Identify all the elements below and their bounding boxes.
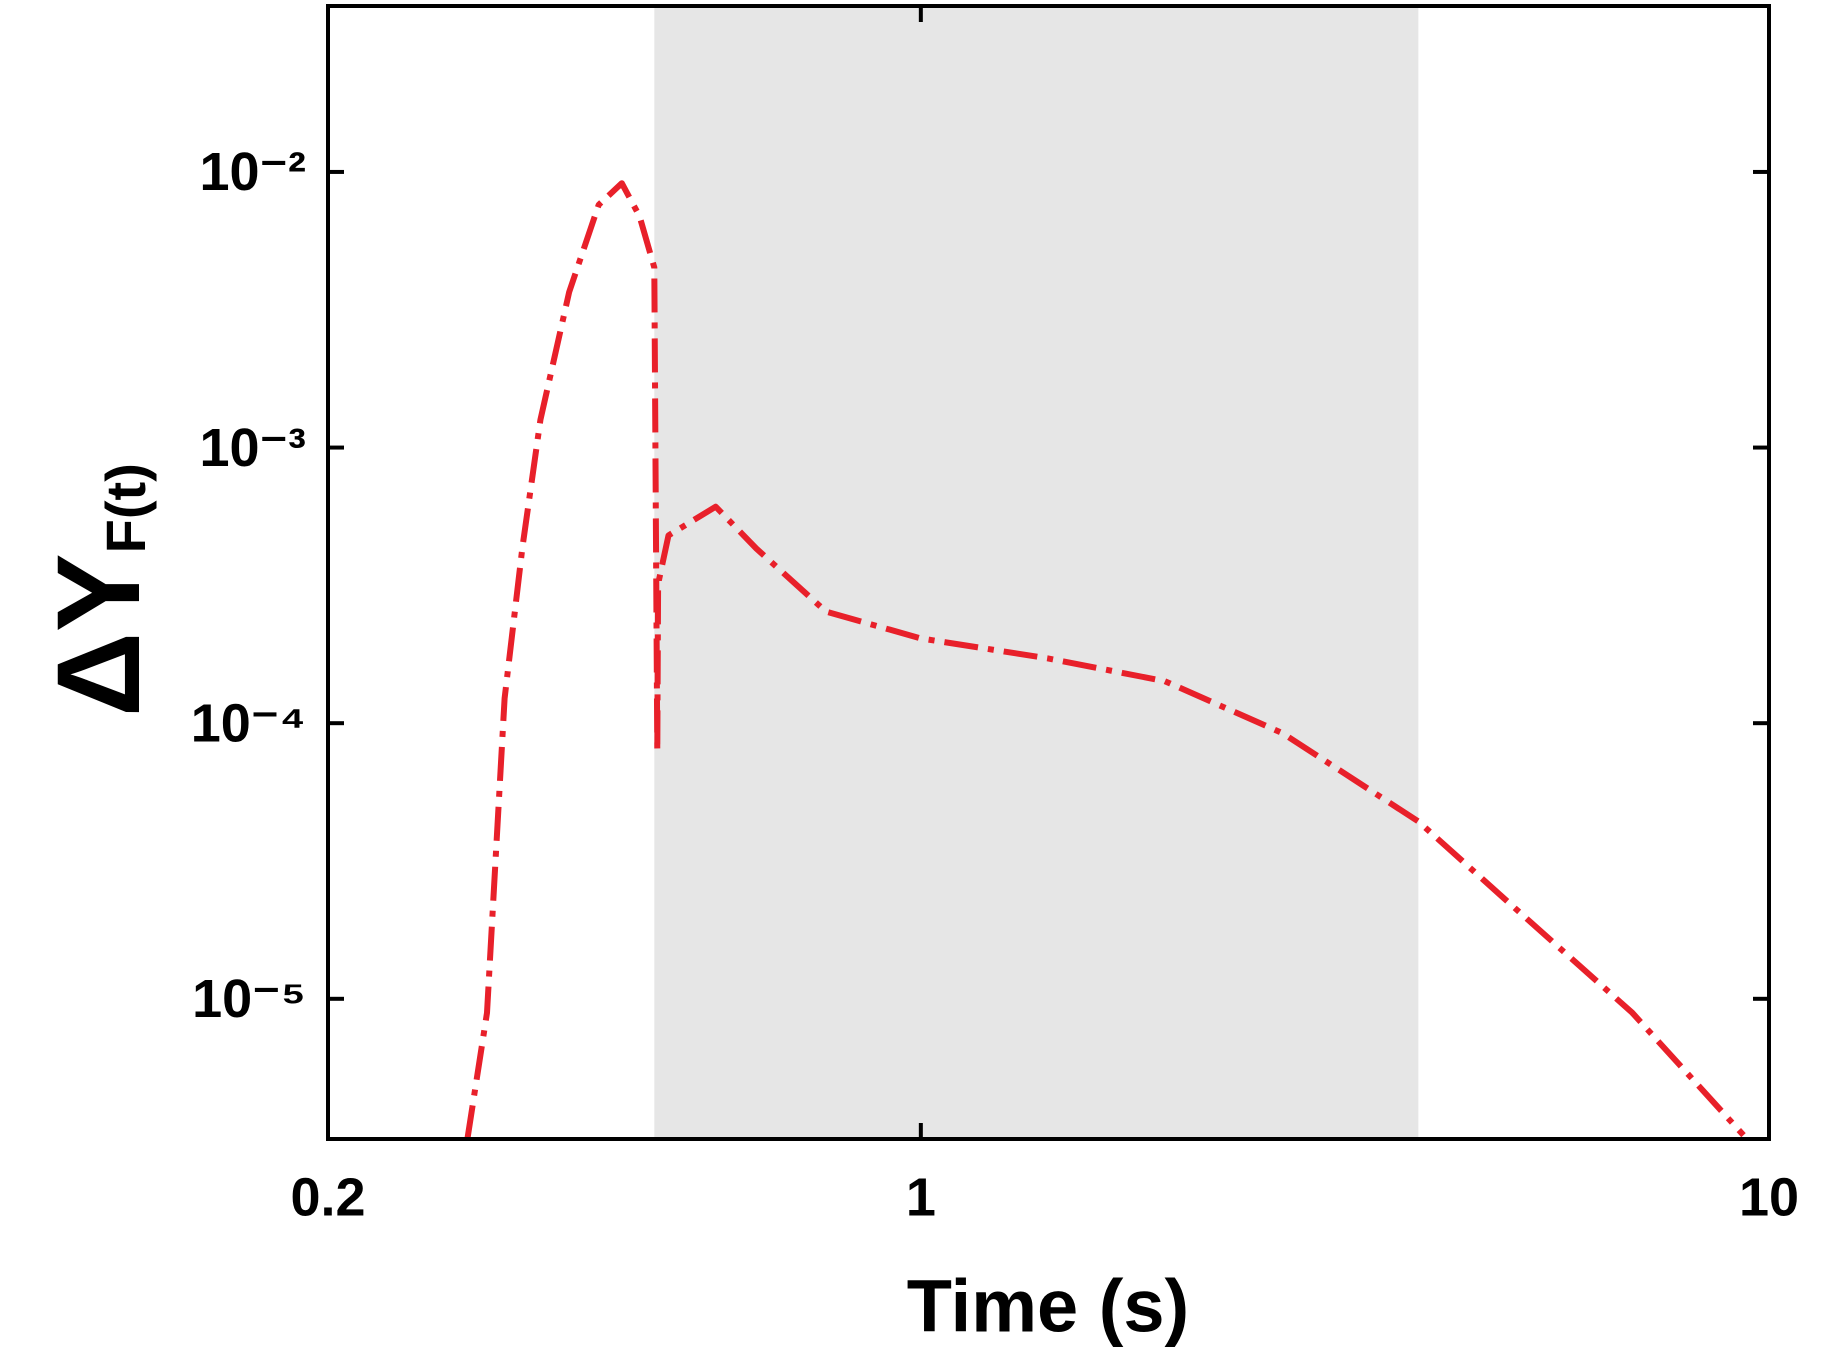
y-tick-label: 10⁻⁴ (191, 693, 306, 753)
y-tick-label: 10⁻³ (199, 418, 306, 478)
x-axis-label: Time (s) (907, 1265, 1189, 1348)
shaded-region (654, 6, 1419, 1139)
x-tick-label: 0.2 (290, 1167, 365, 1227)
y-label-main: ΔY (33, 553, 165, 717)
y-tick-label: 10⁻² (199, 142, 306, 202)
y-axis-label: ΔYF(t) (33, 463, 165, 717)
y-tick-label: 10⁻⁵ (192, 969, 306, 1029)
plot-frame (326, 4, 1771, 1141)
y-label-sub: F(t) (94, 463, 157, 553)
x-tick-label: 1 (906, 1167, 936, 1227)
data-line (464, 180, 1746, 1140)
y-axis-label-group: ΔYF(t) (33, 463, 165, 717)
x-tick-label: 10 (1739, 1167, 1799, 1227)
